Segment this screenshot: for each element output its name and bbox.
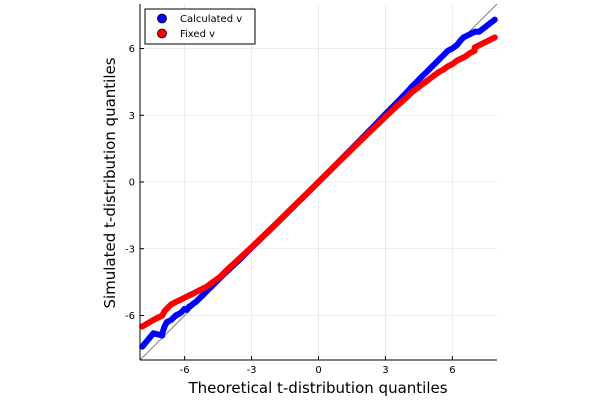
data-point	[164, 306, 170, 312]
x-tick-label: 6	[449, 365, 455, 376]
data-point	[150, 330, 156, 336]
data-point	[327, 168, 333, 174]
data-point	[405, 93, 411, 99]
data-point	[472, 29, 478, 35]
data-point	[409, 89, 415, 95]
data-point	[454, 58, 460, 64]
legend: Calculated v Fixed v	[144, 8, 256, 45]
x-tick-labels: -6 -3 0 3 6	[180, 365, 456, 376]
data-point	[427, 65, 433, 72]
data-point	[208, 280, 214, 286]
y-tick-labels: -6 -3 0 3 6	[125, 44, 135, 322]
data-point	[492, 17, 498, 23]
data-point	[177, 297, 183, 303]
data-point	[414, 86, 420, 92]
data-point	[150, 317, 156, 323]
data-point	[394, 103, 400, 109]
data-point	[139, 344, 145, 350]
data-point	[159, 312, 165, 319]
data-point	[271, 223, 277, 229]
legend-label-fixed: Fixed v	[180, 29, 215, 40]
data-point	[440, 52, 446, 58]
data-point	[492, 34, 498, 41]
data-point	[463, 53, 469, 59]
x-tick-label: -3	[247, 365, 257, 376]
data-point	[293, 201, 299, 207]
data-point	[226, 265, 232, 271]
data-point	[338, 157, 344, 163]
data-point	[164, 319, 170, 325]
x-tick-label: 3	[382, 365, 388, 376]
data-point	[454, 42, 460, 48]
y-tick-label: -3	[125, 244, 135, 255]
data-point	[467, 50, 473, 56]
data-point	[431, 72, 438, 78]
y-tick-label: 3	[129, 111, 135, 122]
data-point	[260, 233, 266, 240]
data-point	[186, 292, 192, 299]
data-point	[445, 48, 451, 54]
data-point	[173, 299, 179, 305]
data-point	[173, 312, 179, 319]
data-point	[204, 284, 210, 290]
series-fixed	[139, 34, 498, 330]
data-point	[159, 330, 165, 336]
y-axis-label: Simulated t-distribution quantiles	[101, 57, 119, 308]
data-point	[427, 75, 433, 82]
data-point	[465, 32, 471, 38]
data-point	[382, 114, 388, 120]
legend-marker-calculated	[157, 13, 167, 24]
data-point	[249, 244, 255, 250]
data-point	[436, 57, 442, 63]
data-point	[182, 295, 188, 301]
data-point	[315, 179, 322, 185]
data-point	[449, 61, 455, 67]
data-point	[418, 74, 424, 80]
data-point	[449, 45, 455, 52]
data-point	[222, 269, 228, 275]
data-point	[431, 61, 438, 67]
data-point	[282, 212, 288, 218]
grid-lines	[140, 4, 497, 360]
data-point	[213, 277, 219, 283]
x-tick-label: -6	[180, 365, 190, 376]
data-point	[349, 146, 355, 152]
x-tick-label: 0	[315, 365, 321, 376]
data-point	[460, 34, 467, 41]
axes	[139, 4, 497, 361]
data-point	[360, 135, 366, 141]
data-point	[414, 79, 420, 85]
data-point	[445, 63, 451, 69]
legend-marker-fixed	[157, 28, 167, 39]
data-point	[139, 324, 145, 330]
data-point	[476, 29, 482, 35]
data-point	[199, 286, 206, 292]
data-point	[371, 124, 377, 131]
y-tick-label: 0	[129, 178, 135, 189]
data-point	[237, 255, 243, 261]
data-point	[161, 324, 168, 330]
y-tick-label: 6	[129, 44, 135, 55]
data-point	[304, 190, 310, 196]
data-point	[472, 44, 478, 51]
data-point	[440, 67, 446, 73]
data-point	[418, 82, 424, 88]
data-point	[436, 69, 442, 75]
data-point	[195, 288, 201, 294]
x-axis-label: Theoretical t-distribution quantiles	[187, 379, 447, 397]
y-tick-label: -6	[125, 311, 135, 322]
data-point	[191, 290, 197, 296]
data-point	[168, 301, 174, 307]
data-point	[458, 55, 464, 62]
data-point	[423, 70, 429, 76]
data-point	[423, 79, 429, 85]
legend-label-calculated: Calculated v	[180, 14, 242, 25]
data-point	[217, 274, 223, 280]
